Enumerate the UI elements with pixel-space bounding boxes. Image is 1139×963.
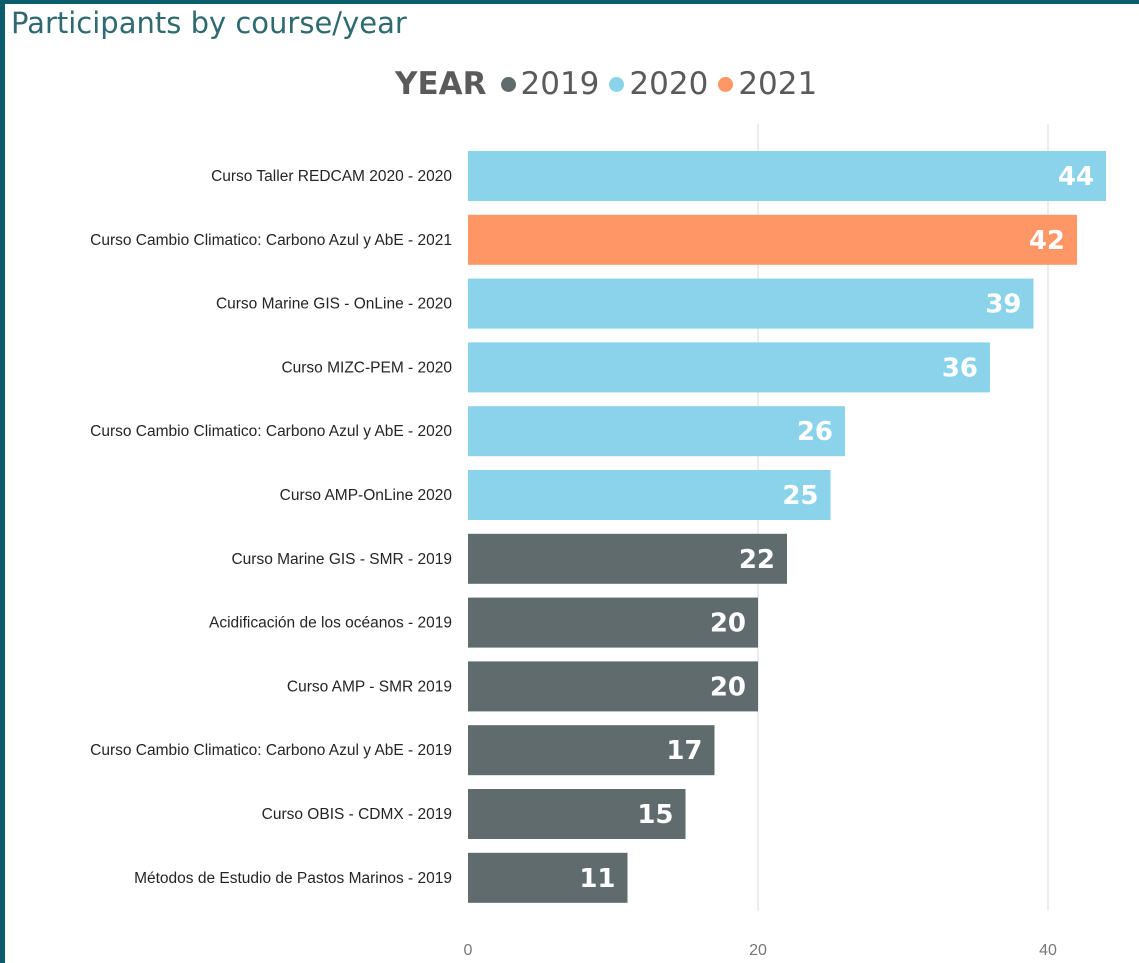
data-label: 36	[942, 353, 978, 383]
data-label: 22	[739, 545, 775, 575]
bar[interactable]	[468, 214, 1077, 265]
bar[interactable]	[468, 661, 758, 712]
legend-item-2021[interactable]: 2021	[718, 66, 817, 102]
data-label: 26	[797, 417, 833, 447]
data-label: 44	[1058, 162, 1094, 192]
legend-dot-2019	[500, 76, 516, 92]
legend-label-2021: 2021	[738, 66, 818, 102]
category-label: Curso Cambio Climatico: Carbono Azul y A…	[90, 232, 452, 249]
data-label: 11	[579, 864, 615, 894]
category-label: Curso MIZC-PEM - 2020	[281, 359, 452, 376]
data-label: 39	[985, 290, 1021, 320]
x-tick-label: 40	[1039, 942, 1057, 959]
x-tick-label: 0	[464, 942, 473, 959]
legend-dot-2021	[718, 76, 734, 92]
bar[interactable]	[468, 151, 1106, 201]
category-label: Curso AMP-OnLine 2020	[280, 487, 453, 504]
data-label: 15	[637, 800, 673, 830]
category-label: Curso Marine GIS - OnLine - 2020	[216, 296, 452, 313]
category-label: Curso Marine GIS - SMR - 2019	[231, 551, 452, 568]
bar[interactable]	[468, 406, 845, 457]
bar[interactable]	[468, 533, 787, 584]
category-label: Curso Cambio Climatico: Carbono Azul y A…	[90, 742, 452, 759]
category-label: Métodos de Estudio de Pastos Marinos - 2…	[134, 870, 452, 887]
data-label: 20	[710, 672, 746, 702]
data-label: 42	[1029, 226, 1065, 256]
category-label: Curso AMP - SMR 2019	[287, 678, 452, 695]
chart-title: Participants by course/year	[11, 6, 407, 40]
data-label: 25	[782, 481, 818, 511]
data-label: 17	[666, 736, 702, 766]
legend: YEAR 2019 2020 2021	[395, 62, 827, 106]
data-label: 20	[710, 609, 746, 639]
bar[interactable]	[468, 470, 831, 520]
category-label: Curso Cambio Climatico: Carbono Azul y A…	[90, 423, 452, 440]
legend-label-2019: 2019	[520, 66, 600, 102]
bar[interactable]	[468, 278, 1034, 329]
legend-item-2020[interactable]: 2020	[609, 66, 708, 102]
category-label: Acidificación de los océanos - 2019	[209, 615, 452, 632]
chart-visual: Participants by course/year YEAR 2019 20…	[5, 4, 1139, 963]
bar[interactable]	[468, 789, 686, 839]
x-tick-label: 20	[749, 942, 767, 959]
category-label: Curso OBIS - CDMX - 2019	[262, 806, 452, 823]
legend-item-2019[interactable]: 2019	[500, 66, 600, 102]
legend-label-2020: 2020	[629, 66, 709, 102]
legend-title: YEAR	[395, 66, 487, 102]
bar[interactable]	[468, 342, 990, 393]
category-label: Curso Taller REDCAM 2020 - 2020	[211, 168, 452, 185]
bar[interactable]	[468, 725, 715, 776]
legend-dot-2020	[609, 76, 625, 92]
bar-chart: Curso Taller REDCAM 2020 - 2020 44 Curso C…	[90, 124, 1106, 959]
bar[interactable]	[468, 597, 758, 648]
bar[interactable]	[468, 852, 628, 903]
